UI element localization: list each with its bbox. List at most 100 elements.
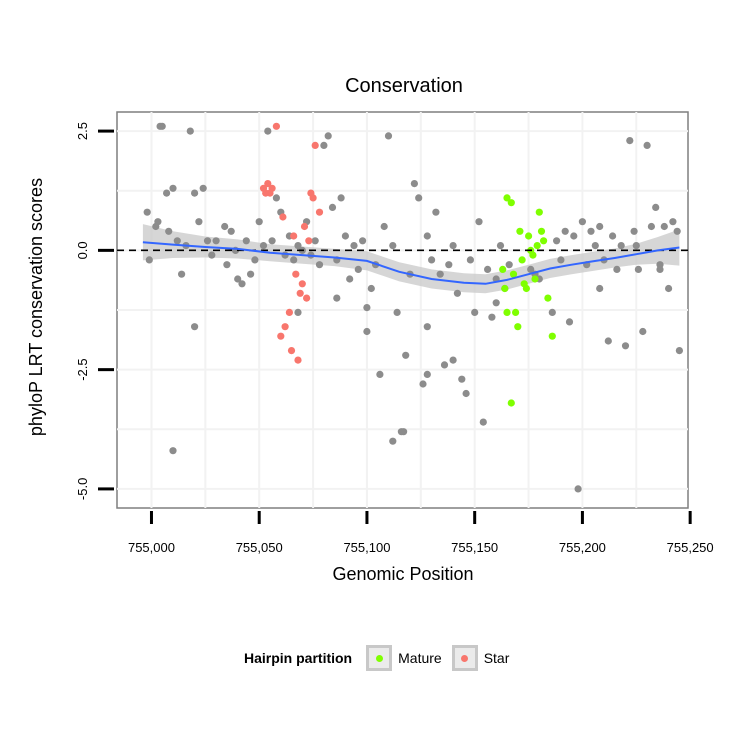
legend-label-mature: Mature: [398, 650, 442, 666]
point-other: [350, 242, 358, 250]
point-other: [400, 428, 408, 436]
point-other: [363, 304, 371, 312]
point-mature: [540, 237, 548, 245]
point-other: [643, 141, 651, 149]
point-mature: [544, 294, 552, 302]
point-other: [242, 237, 250, 245]
point-star: [287, 347, 296, 355]
point-other: [234, 275, 242, 283]
point-other: [440, 361, 449, 369]
point-other: [488, 313, 496, 321]
point-mature: [516, 227, 524, 235]
point-other: [268, 237, 276, 245]
point-other: [247, 270, 255, 278]
point-mature: [501, 284, 509, 293]
point-other: [436, 270, 444, 278]
point-other: [669, 218, 677, 226]
point-star: [303, 294, 311, 302]
point-other: [294, 308, 302, 316]
point-other: [178, 270, 186, 278]
point-other: [647, 222, 656, 231]
point-mature: [499, 265, 507, 273]
y-tick-label: 0.0: [75, 241, 90, 259]
point-star: [264, 180, 272, 188]
point-other: [320, 141, 328, 149]
point-other: [432, 208, 440, 216]
point-mature: [511, 308, 520, 316]
point-other: [363, 327, 371, 336]
point-other: [665, 284, 673, 293]
x-tick-label: 755,100: [343, 540, 390, 555]
point-other: [660, 222, 668, 231]
point-star: [315, 208, 324, 216]
point-other: [609, 232, 617, 240]
point-star: [281, 323, 289, 331]
point-other: [389, 437, 397, 445]
point-mature: [529, 251, 537, 259]
point-other: [238, 280, 246, 288]
point-mature: [509, 270, 518, 278]
point-other: [557, 256, 565, 264]
point-mature: [507, 199, 515, 207]
point-other: [223, 261, 231, 269]
legend-item-star: Star: [451, 645, 509, 671]
point-other: [333, 294, 341, 302]
point-other: [376, 370, 384, 378]
legend-key-star: [451, 645, 478, 671]
point-other: [591, 242, 599, 250]
point-other: [462, 389, 470, 398]
point-other: [423, 370, 431, 378]
smooth-line: [142, 241, 680, 285]
point-other: [212, 237, 220, 245]
point-star: [268, 184, 276, 192]
point-other: [346, 275, 354, 283]
point-other: [449, 356, 457, 364]
point-other: [423, 232, 431, 240]
point-other: [634, 265, 643, 273]
point-other: [337, 194, 345, 202]
point-other: [324, 132, 332, 140]
point-other: [169, 184, 177, 192]
point-other: [203, 237, 212, 245]
point-other: [272, 194, 280, 202]
point-other: [359, 237, 367, 245]
point-other: [255, 218, 263, 226]
point-other: [548, 308, 556, 316]
point-other: [673, 227, 681, 235]
point-other: [449, 242, 457, 250]
point-star: [292, 270, 300, 278]
y-axis: 2.5 0.0 -2.5 -5.0: [75, 122, 114, 500]
point-other: [596, 222, 604, 231]
point-other: [410, 180, 418, 188]
point-other: [415, 194, 423, 202]
point-other: [341, 232, 349, 240]
point-other: [264, 127, 272, 135]
point-other: [354, 265, 362, 273]
y-tick-label: -2.5: [75, 358, 90, 380]
point-mature: [522, 284, 531, 293]
point-mature: [535, 208, 543, 216]
point-other: [453, 289, 461, 297]
point-other: [315, 261, 324, 269]
point-other: [574, 485, 582, 493]
point-mature: [514, 323, 522, 331]
point-mature: [525, 232, 533, 240]
point-other: [675, 347, 684, 355]
legend: Hairpin partition Mature Star: [244, 645, 519, 671]
point-mature: [518, 256, 526, 264]
point-other: [169, 447, 177, 455]
point-other: [652, 203, 660, 211]
legend-key-mature: [366, 645, 393, 671]
point-other: [505, 261, 513, 269]
point-other: [471, 308, 479, 316]
point-star: [277, 332, 285, 340]
x-tick-label: 755,050: [236, 540, 283, 555]
point-star: [290, 232, 298, 240]
point-mature: [507, 399, 515, 407]
point-star: [298, 280, 306, 288]
point-other: [587, 227, 595, 235]
point-other: [617, 242, 625, 250]
point-other: [527, 265, 535, 273]
point-other: [419, 380, 427, 388]
